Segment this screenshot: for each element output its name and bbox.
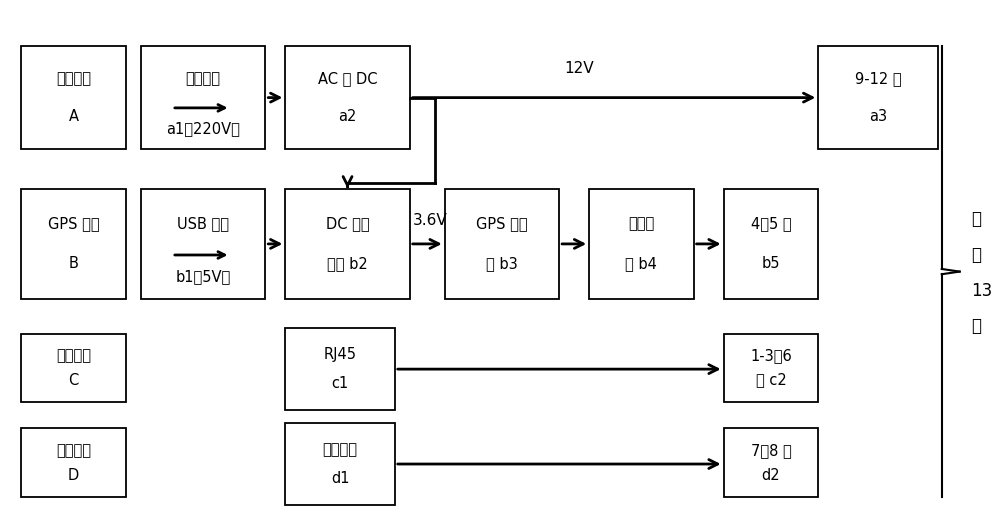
Text: a2: a2 bbox=[338, 109, 357, 123]
Text: 9-12 芯: 9-12 芯 bbox=[855, 72, 901, 86]
Text: a3: a3 bbox=[869, 109, 887, 123]
Bar bbox=[724, 333, 818, 402]
Bar bbox=[285, 328, 395, 410]
Bar bbox=[724, 428, 818, 497]
Text: GPS 模块: GPS 模块 bbox=[48, 216, 99, 232]
Text: 7、8 芯: 7、8 芯 bbox=[751, 443, 791, 458]
Bar bbox=[141, 46, 265, 149]
Text: A: A bbox=[69, 109, 79, 123]
Text: 换 b4: 换 b4 bbox=[625, 257, 657, 271]
Text: 出: 出 bbox=[972, 246, 982, 264]
Text: a1（220V）: a1（220V） bbox=[166, 121, 240, 136]
Bar bbox=[21, 428, 126, 497]
Text: 12V: 12V bbox=[564, 61, 594, 76]
Bar bbox=[724, 189, 818, 299]
Text: 电平转: 电平转 bbox=[628, 216, 655, 232]
Bar bbox=[285, 423, 395, 505]
Text: 组 b3: 组 b3 bbox=[486, 257, 518, 271]
Text: 芯: 芯 bbox=[972, 317, 982, 335]
Bar bbox=[818, 46, 938, 149]
Text: d2: d2 bbox=[762, 467, 780, 482]
Text: B: B bbox=[69, 257, 79, 271]
Text: 输入接口: 输入接口 bbox=[186, 72, 221, 86]
Bar bbox=[589, 189, 694, 299]
Bar bbox=[285, 46, 410, 149]
Text: DC 降压: DC 降压 bbox=[326, 216, 369, 232]
Text: 充电模块: 充电模块 bbox=[56, 72, 91, 86]
Text: USB 供电: USB 供电 bbox=[177, 216, 229, 232]
Text: 1-3、6: 1-3、6 bbox=[750, 348, 792, 363]
Text: 4、5 芯: 4、5 芯 bbox=[751, 216, 791, 232]
Text: 交互模块: 交互模块 bbox=[56, 348, 91, 363]
Bar bbox=[141, 189, 265, 299]
Text: RJ45: RJ45 bbox=[324, 347, 357, 362]
Text: 13: 13 bbox=[972, 281, 993, 299]
Text: 模块 b2: 模块 b2 bbox=[327, 257, 368, 271]
Text: 升级模块: 升级模块 bbox=[56, 443, 91, 458]
Text: 芯 c2: 芯 c2 bbox=[756, 373, 786, 387]
Text: 输: 输 bbox=[972, 210, 982, 228]
Bar bbox=[21, 333, 126, 402]
Bar bbox=[21, 189, 126, 299]
Bar bbox=[285, 189, 410, 299]
Text: b5: b5 bbox=[762, 257, 780, 271]
Bar bbox=[21, 46, 126, 149]
Text: GPS 接收: GPS 接收 bbox=[476, 216, 528, 232]
Text: d1: d1 bbox=[331, 471, 349, 486]
Text: 串口接口: 串口接口 bbox=[323, 442, 358, 457]
Text: AC 转 DC: AC 转 DC bbox=[318, 72, 377, 86]
Text: c1: c1 bbox=[331, 376, 349, 391]
Text: 3.6V: 3.6V bbox=[413, 213, 448, 228]
Bar bbox=[445, 189, 559, 299]
Text: C: C bbox=[68, 373, 79, 387]
Text: D: D bbox=[68, 467, 79, 482]
Text: b1（5V）: b1（5V） bbox=[175, 270, 231, 285]
